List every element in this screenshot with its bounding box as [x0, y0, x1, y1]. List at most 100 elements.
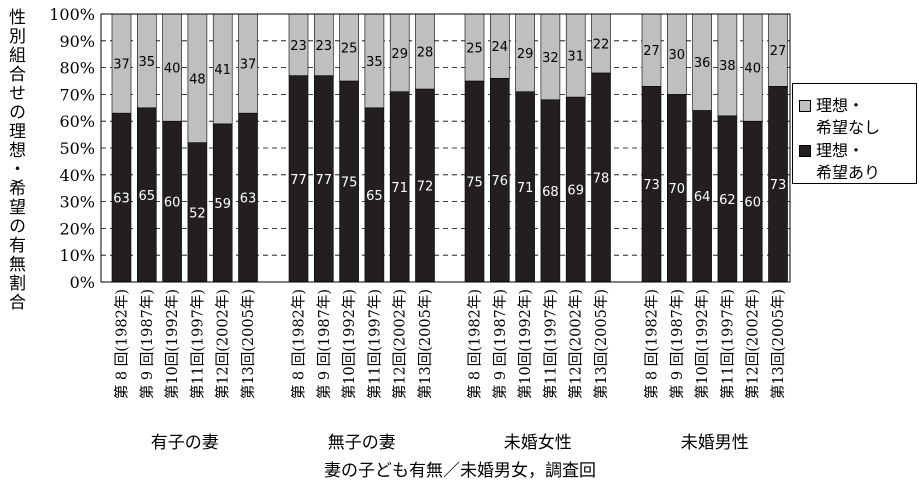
x-tick-label: 第12回(2002年) [391, 289, 409, 399]
data-label-with-ideal: 60 [744, 196, 761, 211]
group-label: 有子の妻 [151, 433, 219, 453]
data-label-with-ideal: 65 [139, 189, 156, 204]
x-tick-label: 第 9 回(1987年) [491, 289, 509, 399]
data-label-without-ideal: 38 [719, 59, 736, 74]
gridlines [101, 40, 790, 256]
data-label-without-ideal: 36 [694, 56, 711, 71]
x-tick-label: 第 9 回(1987年) [138, 289, 156, 399]
y-tick-label: 60% [59, 112, 95, 131]
data-label-without-ideal: 32 [542, 51, 559, 66]
data-label-with-ideal: 69 [567, 184, 584, 199]
data-label-with-ideal: 75 [341, 176, 358, 191]
y-axis-title: 性別組合せの理想・希望の有無割合 [5, 8, 25, 312]
x-tick-label: 第10回(1992年) [516, 289, 534, 399]
group-label: 未婚女性 [504, 433, 572, 453]
data-label-without-ideal: 30 [669, 48, 686, 63]
data-label-without-ideal: 35 [366, 55, 383, 70]
legend-label-with-ideal-line2: 希望あり [816, 163, 881, 182]
x-tick-label: 第12回(2002年) [567, 289, 585, 399]
x-tick-label: 第11回(1997年) [365, 289, 383, 399]
data-label-with-ideal: 63 [113, 192, 130, 207]
data-label-without-ideal: 22 [593, 37, 610, 52]
x-tick-label: 第12回(2002年) [214, 289, 232, 399]
data-label-without-ideal: 37 [240, 58, 257, 73]
x-tick-label: 第13回(2005年) [416, 289, 434, 399]
data-label-without-ideal: 25 [341, 42, 358, 57]
group-labels: 有子の妻 無子の妻 未婚女性 未婚男性 [151, 433, 749, 453]
legend-swatch-with-ideal [799, 145, 811, 157]
legend-label-with-ideal-line1: 理想・ [816, 141, 865, 160]
data-label-with-ideal: 78 [593, 171, 610, 186]
y-tick-label: 30% [59, 193, 95, 212]
x-tick-label: 第11回(1997年) [188, 289, 206, 399]
x-tick-label: 第10回(1992年) [693, 289, 711, 399]
x-tick-label: 第12回(2002年) [744, 289, 762, 399]
data-label-with-ideal: 65 [366, 189, 383, 204]
data-label-with-ideal: 73 [643, 178, 660, 193]
data-label-without-ideal: 23 [290, 39, 307, 54]
group-label: 未婚男性 [681, 433, 749, 453]
data-label-with-ideal: 52 [189, 206, 206, 221]
data-label-without-ideal: 48 [189, 72, 206, 87]
group-label: 無子の妻 [328, 433, 396, 453]
x-tick-label: 第13回(2005年) [239, 289, 257, 399]
legend: 理想・ 希望なし 理想・ 希望あり [792, 83, 917, 184]
y-tick-label: 10% [59, 246, 95, 265]
legend-label-without-ideal-line1: 理想・ [816, 96, 865, 115]
data-label-with-ideal: 64 [694, 190, 711, 205]
x-tick-label: 第 8 回(1982年) [643, 289, 661, 399]
x-tick-label: 第 9 回(1987年) [315, 289, 333, 399]
y-tick-label: 0% [70, 273, 95, 292]
x-tick-label: 第13回(2005年) [592, 289, 610, 399]
data-label-with-ideal: 59 [214, 197, 231, 212]
x-tick-label: 第 8 回(1982年) [113, 289, 131, 399]
y-tick-label: 50% [59, 139, 95, 158]
data-label-with-ideal: 68 [542, 185, 559, 200]
x-tick-label: 第10回(1992年) [163, 289, 181, 399]
data-label-with-ideal: 62 [719, 193, 736, 208]
y-tick-labels: 0% 10% 20% 30% 40% 50% 60% 70% 80% 90% 100% [49, 5, 95, 292]
data-label-without-ideal: 41 [214, 63, 231, 78]
y-tick-label: 90% [59, 32, 95, 51]
plot-frame [100, 13, 791, 283]
x-tick-label: 第 8 回(1982年) [290, 289, 308, 399]
x-tick-label: 第 8 回(1982年) [466, 289, 484, 399]
data-label-without-ideal: 40 [744, 62, 761, 77]
data-label-without-ideal: 29 [517, 47, 534, 62]
x-tick-label: 第13回(2005年) [769, 289, 787, 399]
data-label-with-ideal: 71 [391, 181, 408, 196]
data-label-without-ideal: 31 [567, 50, 584, 65]
y-tick-label: 100% [49, 5, 95, 24]
data-label-with-ideal: 72 [417, 180, 434, 195]
data-label-without-ideal: 27 [770, 44, 787, 59]
data-label-with-ideal: 63 [240, 192, 257, 207]
data-label-without-ideal: 27 [643, 44, 660, 59]
x-tick-label: 第11回(1997年) [541, 289, 559, 399]
y-tick-label: 70% [59, 85, 95, 104]
y-tick-label: 20% [59, 219, 95, 238]
data-label-without-ideal: 35 [139, 55, 156, 70]
x-tick-label: 第10回(1992年) [340, 289, 358, 399]
data-label-with-ideal: 77 [290, 173, 307, 188]
data-label-without-ideal: 40 [164, 62, 181, 77]
data-label-without-ideal: 28 [417, 46, 434, 61]
x-tick-label: 第 9 回(1987年) [668, 289, 686, 399]
y-tick-label: 40% [59, 166, 95, 185]
x-tick-labels: 第 8 回(1982年) 第 9 回(1987年) 第10回(1992年) 第11回(… [113, 289, 788, 399]
data-label-without-ideal: 24 [492, 40, 509, 55]
data-label-with-ideal: 77 [316, 173, 333, 188]
data-label-without-ideal: 25 [466, 42, 483, 57]
data-label-with-ideal: 70 [669, 182, 686, 197]
data-label-without-ideal: 23 [316, 39, 333, 54]
x-axis-title: 妻の子ども有無／未婚男女，調査回 [324, 461, 596, 481]
data-label-with-ideal: 60 [164, 196, 181, 211]
plot-border [100, 13, 791, 283]
legend-label-without-ideal-line2: 希望なし [816, 118, 881, 137]
y-tick-label: 80% [59, 59, 95, 78]
x-tick-label: 第11回(1997年) [718, 289, 736, 399]
legend-swatch-without-ideal [799, 100, 811, 112]
data-label-with-ideal: 71 [517, 181, 534, 196]
data-label-with-ideal: 75 [466, 176, 483, 191]
data-label-without-ideal: 37 [113, 58, 130, 73]
